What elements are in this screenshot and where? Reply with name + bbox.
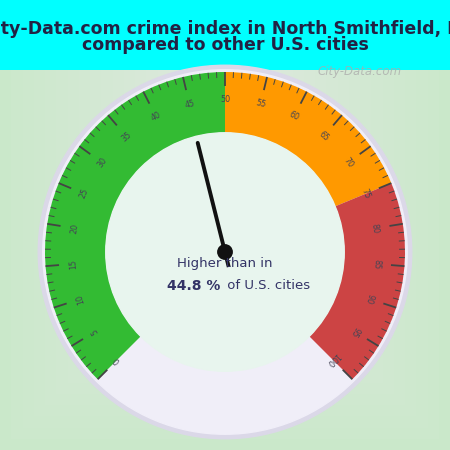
Wedge shape [225, 72, 392, 207]
Text: Higher than in: Higher than in [177, 257, 273, 270]
Text: 75: 75 [360, 187, 372, 200]
Text: 0: 0 [112, 355, 122, 365]
Text: 20: 20 [70, 222, 80, 234]
Text: 100: 100 [324, 351, 341, 368]
Bar [0, 70, 450, 450]
Bar [135, 70, 315, 315]
Bar [169, 70, 281, 281]
Bar [0, 0, 450, 70]
Bar [158, 70, 292, 292]
Bar [45, 70, 405, 405]
Text: 45: 45 [184, 99, 195, 110]
Circle shape [38, 65, 412, 439]
Bar [124, 70, 326, 326]
Bar [22, 70, 427, 427]
Wedge shape [45, 72, 225, 379]
Text: City-Data.com crime index in North Smithfield, RI: City-Data.com crime index in North Smith… [0, 21, 450, 39]
Text: 35: 35 [119, 130, 133, 143]
Text: 50: 50 [220, 95, 230, 104]
Text: City-Data.com: City-Data.com [318, 66, 402, 78]
Bar [90, 70, 360, 360]
Text: of U.S. cities: of U.S. cities [223, 279, 310, 292]
Bar [11, 70, 439, 439]
Text: 30: 30 [95, 156, 108, 169]
Wedge shape [309, 183, 405, 379]
Text: 40: 40 [149, 110, 162, 123]
Bar [202, 70, 248, 248]
Bar [191, 70, 259, 259]
Bar [146, 70, 304, 304]
Text: compared to other U.S. cities: compared to other U.S. cities [81, 36, 369, 54]
Bar [214, 70, 236, 236]
Text: 70: 70 [342, 156, 355, 169]
Text: 95: 95 [348, 325, 361, 338]
Text: 80: 80 [370, 223, 380, 234]
Text: 25: 25 [78, 187, 90, 200]
Bar [34, 70, 416, 416]
Bar [79, 70, 371, 371]
Bar [180, 70, 270, 270]
Bar [101, 70, 349, 349]
Text: 44.8 %: 44.8 % [167, 279, 220, 293]
Text: 10: 10 [75, 293, 86, 305]
Bar [68, 70, 382, 382]
Bar [112, 70, 338, 338]
Text: 60: 60 [288, 110, 301, 123]
Bar [56, 70, 394, 394]
Circle shape [218, 245, 232, 259]
Text: 65: 65 [317, 130, 331, 143]
Text: 5: 5 [90, 327, 100, 336]
Text: 85: 85 [372, 259, 382, 270]
Circle shape [43, 70, 407, 434]
Text: 55: 55 [254, 99, 266, 110]
Text: 15: 15 [68, 259, 78, 270]
Circle shape [106, 133, 344, 371]
Bar [0, 70, 450, 450]
Text: 90: 90 [364, 293, 375, 305]
